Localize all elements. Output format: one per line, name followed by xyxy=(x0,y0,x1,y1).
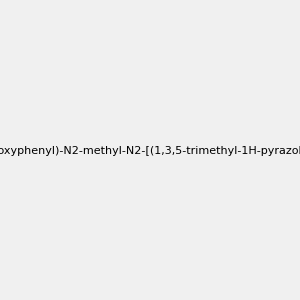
Text: N1-(4-chloro-2,5-dimethoxyphenyl)-N2-methyl-N2-[(1,3,5-trimethyl-1H-pyrazol-4-yl: N1-(4-chloro-2,5-dimethoxyphenyl)-N2-met… xyxy=(0,146,300,157)
